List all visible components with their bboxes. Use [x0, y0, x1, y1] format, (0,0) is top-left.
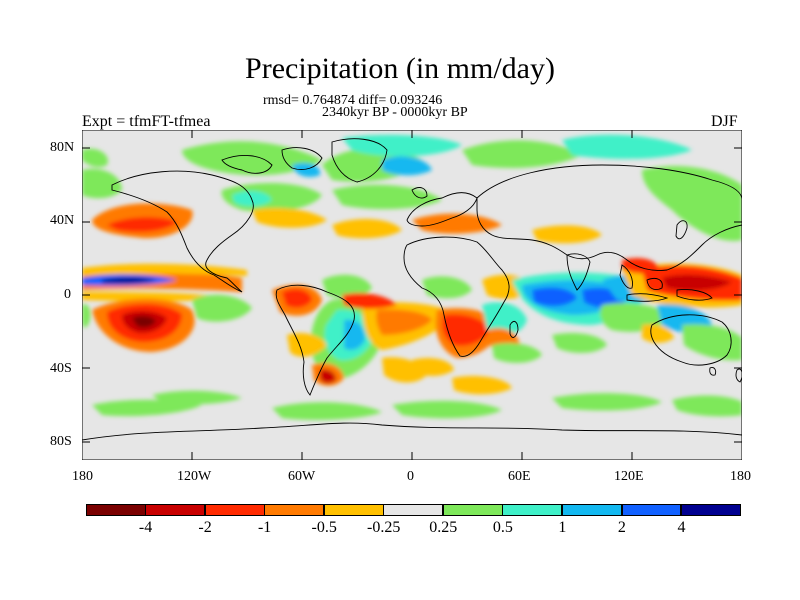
- colorbar-label: 1: [558, 519, 567, 536]
- lat-label-80n: 80N: [50, 140, 75, 155]
- colorbar-segment: [681, 504, 742, 516]
- colorbar-segment: [442, 504, 503, 516]
- colorbar-label: -4: [138, 519, 153, 536]
- colorbar-label: 2: [617, 519, 626, 536]
- stats-line: rmsd= 0.764874 diff= 0.093246: [263, 93, 443, 108]
- colorbar-label: -0.5: [311, 519, 337, 536]
- lon-label-120e: 120E: [614, 469, 644, 484]
- colorbar-segment: [145, 504, 206, 516]
- colorbar-segment: [204, 504, 265, 516]
- experiment-label: Expt = tfmFT-tfmea: [82, 113, 211, 130]
- colorbar-label: 0.5: [492, 519, 513, 536]
- colorbar-label: -2: [198, 519, 212, 536]
- anomaly-fields: [82, 134, 742, 420]
- colorbar-segment: [561, 504, 622, 516]
- colorbar-segment: [383, 504, 444, 516]
- colorbar-label: -0.25: [367, 519, 401, 536]
- colorbar-segment: [264, 504, 325, 516]
- axis-ticks: [82, 130, 742, 460]
- lat-label-equator: 0: [64, 287, 71, 302]
- lon-label-180w: 180: [72, 469, 93, 484]
- lon-label-180e: 180: [730, 469, 751, 484]
- season-label: DJF: [711, 113, 738, 130]
- colorbar-segment: [502, 504, 563, 516]
- lat-label-40n: 40N: [50, 213, 75, 228]
- period-label: 2340kyr BP - 0000kyr BP: [322, 105, 468, 120]
- colorbar-segment: [323, 504, 384, 516]
- coastlines: [82, 138, 742, 441]
- lon-label-120w: 120W: [177, 469, 212, 484]
- plot-title: Precipitation (in mm/day): [245, 52, 555, 85]
- lon-label-60w: 60W: [288, 469, 316, 484]
- lat-label-80s: 80S: [50, 434, 72, 449]
- colorbar: [85, 504, 742, 516]
- precipitation-map: [82, 130, 742, 460]
- lon-label-0: 0: [407, 469, 414, 484]
- colorbar-label: 0.25: [429, 519, 458, 536]
- colorbar-segment: [85, 504, 146, 516]
- colorbar-segment: [621, 504, 682, 516]
- lat-label-40s: 40S: [50, 361, 72, 376]
- colorbar-label: -1: [257, 519, 272, 536]
- colorbar-label: 4: [677, 519, 686, 536]
- lon-label-60e: 60E: [508, 469, 531, 484]
